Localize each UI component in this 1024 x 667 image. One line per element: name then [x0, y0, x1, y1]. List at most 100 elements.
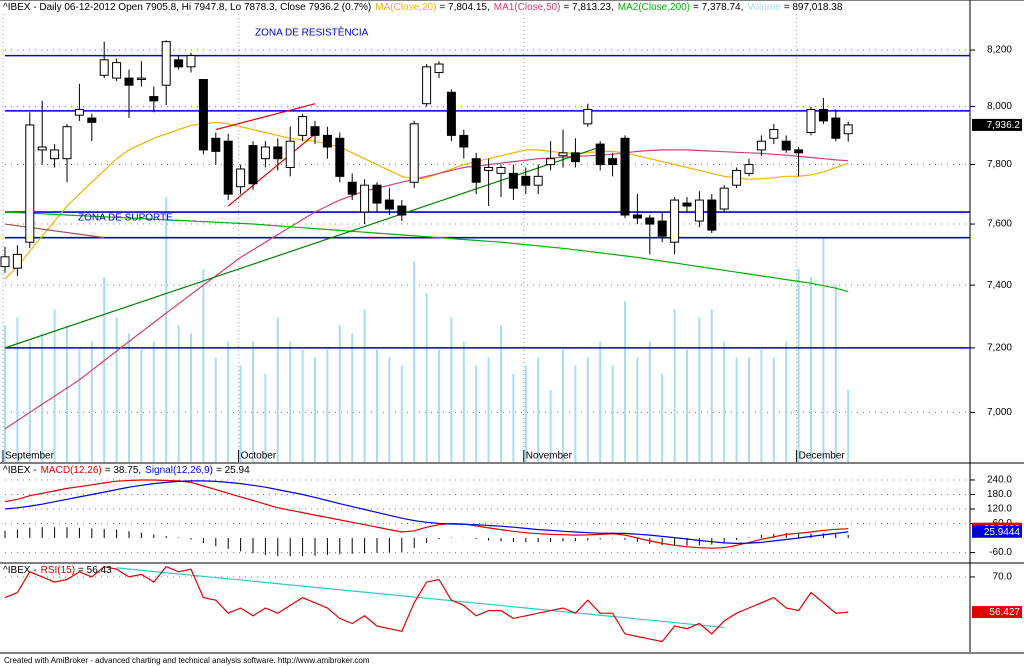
candle-body [694, 199, 704, 222]
candle-body [310, 126, 320, 136]
volume-bar [462, 341, 465, 462]
volume-bar [586, 357, 589, 462]
candle-body [645, 217, 655, 225]
candle-body [273, 146, 283, 160]
last-value-label: 56.427 [989, 607, 1020, 618]
trend-line [215, 103, 316, 131]
candle-body [248, 145, 258, 185]
header-title: ^IBEX - [3, 465, 37, 476]
candle-body [608, 158, 618, 166]
candle-body [781, 140, 791, 151]
last-value-label: 7,936.2 [987, 120, 1021, 131]
candle-body [372, 184, 382, 204]
volume-bar [363, 309, 366, 462]
candle-body [794, 149, 804, 154]
volume-bar [810, 277, 812, 462]
series-line [4, 480, 849, 545]
trend-line [4, 223, 105, 239]
x-tick-label: November [526, 451, 573, 462]
volume-bar [264, 373, 267, 462]
last-value-label: 25.9444 [984, 527, 1021, 538]
volume-bar [686, 349, 688, 462]
volume-bar [760, 349, 763, 462]
candle-body [831, 117, 841, 139]
volume-bar [512, 373, 515, 462]
volume-bar [276, 317, 279, 462]
annotation: ZONA DE RESISTÊNCIA [255, 26, 369, 39]
candle-body [186, 55, 196, 68]
series-line [4, 565, 849, 643]
volume-bar [450, 317, 453, 462]
candle-body [409, 123, 419, 183]
header-title: ^IBEX - Daily 06-12-2012 Open 7905.8, Hi… [3, 2, 371, 13]
volume-bar [500, 325, 502, 462]
x-tick-label: October [241, 451, 277, 462]
volume-bar [41, 333, 44, 462]
last-value-box [972, 606, 1022, 619]
volume-bar [599, 341, 602, 462]
candle-body [533, 175, 543, 186]
candle-body [360, 184, 370, 213]
footer: Created with AmiBroker - advanced charti… [4, 656, 370, 665]
y-tick-label: 7,000 [987, 407, 1012, 418]
volume-bar [673, 309, 676, 462]
volume-bar [388, 357, 391, 462]
candle-body [422, 66, 432, 105]
volume-bar [4, 325, 6, 462]
volume-bar [140, 349, 143, 462]
last-value-box [972, 525, 1022, 538]
candle-body [670, 199, 680, 243]
candle-body [384, 199, 394, 210]
legend-value: = 897,018.38 [784, 2, 843, 13]
candle-body [25, 124, 35, 243]
y-tick-label: 8,000 [987, 101, 1012, 112]
candle-body [223, 140, 233, 195]
candle-body [397, 205, 407, 216]
legend-value: = 38.75, [105, 465, 141, 476]
candle-body [521, 175, 531, 186]
candle-body [719, 187, 729, 210]
candle-body [347, 181, 357, 195]
candle-body [508, 172, 518, 189]
x-tick-label: September [5, 451, 55, 462]
volume-bar [177, 325, 180, 462]
candle-body [198, 79, 208, 151]
candle-body [818, 108, 828, 122]
volume-bar [376, 349, 378, 462]
series-line [4, 479, 849, 549]
candle-body [161, 41, 171, 86]
volume-bar [165, 197, 168, 462]
candle-body [459, 134, 469, 148]
volume-bar [202, 269, 205, 462]
candle-body [62, 126, 72, 160]
volume-bar [103, 277, 106, 462]
candle-body [37, 146, 47, 151]
candle-body [99, 59, 109, 76]
legend-value: = 7,804.15, [439, 2, 489, 13]
legend-name: MA2(Close,200) [618, 2, 690, 13]
volume-bar [115, 317, 118, 462]
legend-name: Signal(12,26,9) [145, 465, 213, 476]
candle-body [595, 143, 605, 166]
volume-bar [624, 301, 626, 462]
candle-body [174, 59, 184, 68]
y-tick-label: 7,800 [987, 159, 1012, 170]
candle-body [74, 108, 84, 116]
candle-body [583, 108, 593, 125]
y-tick-label: -60.0 [989, 547, 1012, 558]
candle-body [50, 149, 60, 160]
volume-bar [636, 357, 639, 462]
candle-body [769, 129, 779, 139]
volume-bar [53, 309, 56, 462]
trend-line [116, 567, 725, 629]
series-line [4, 121, 849, 280]
volume-bar [772, 357, 775, 462]
y-tick-label: 180.0 [987, 489, 1012, 500]
volume-bar [152, 341, 155, 462]
candle-body [632, 214, 642, 219]
candle-body [756, 140, 766, 151]
pane-header: ^IBEX - RSI(15) = 56.43 [3, 565, 112, 576]
legend-name: MA(Close,20) [375, 2, 436, 13]
legend-name: Volume [747, 2, 781, 13]
